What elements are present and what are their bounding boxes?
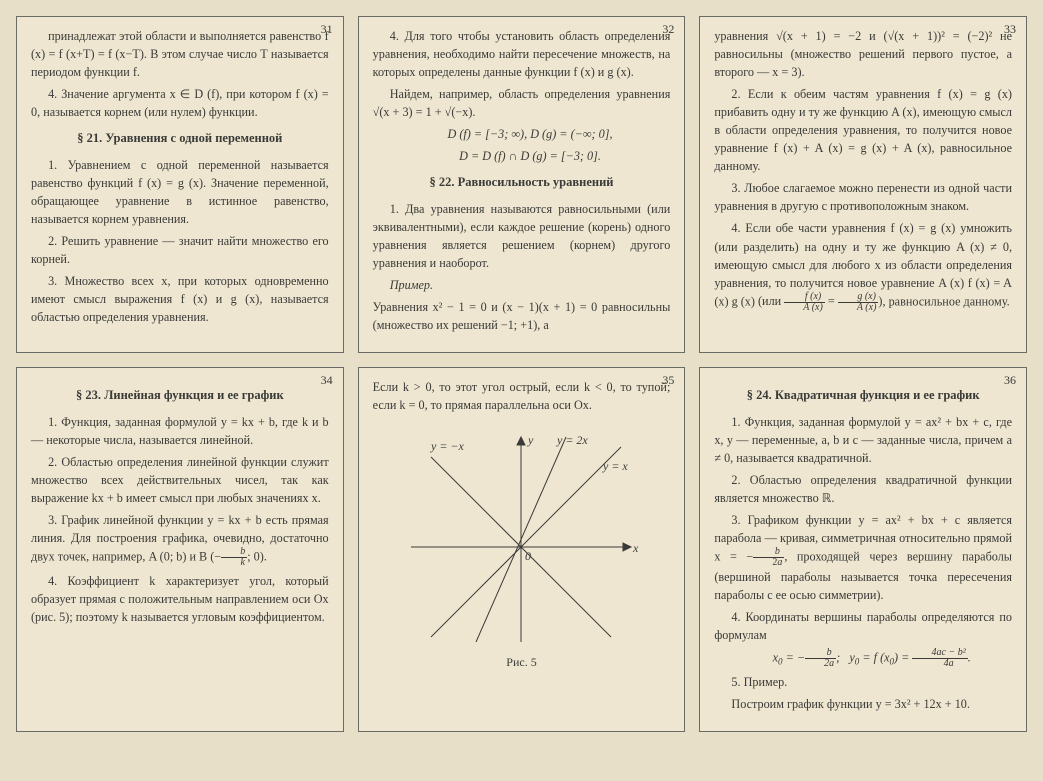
paragraph: 4. Значение аргумента x ∈ D (f), при кот…: [31, 85, 329, 121]
paragraph: Пример.: [373, 276, 671, 294]
text: 4. Значение аргумента x ∈ D (f), при кот…: [31, 87, 329, 119]
card-33: 33 уравнения √(x + 1) = −2 и (√(x + 1))²…: [699, 16, 1027, 353]
text: 1. Уравнением с одной переменной называе…: [31, 158, 329, 226]
text: уравнения √(x + 1) = −2 и (√(x + 1))² = …: [714, 29, 1012, 79]
section-heading: § 23. Линейная функция и ее график: [31, 386, 329, 405]
figure-caption: Рис. 5: [506, 654, 536, 672]
card-31: 31 принадлежат этой области и выполняетс…: [16, 16, 344, 353]
paragraph: уравнения √(x + 1) = −2 и (√(x + 1))² = …: [714, 27, 1012, 81]
text: 2. Областью определения линейной функции…: [31, 455, 329, 505]
paragraph: Если k > 0, то этот угол острый, если k …: [373, 378, 671, 414]
page-number: 34: [321, 372, 333, 390]
axis-label-x: x: [632, 541, 639, 555]
paragraph: 2. Решить уравнение — значит найти множе…: [31, 232, 329, 268]
paragraph: 1. Функция, заданная формулой y = ax² + …: [714, 413, 1012, 467]
text: принадлежат этой области и выполняется р…: [31, 29, 329, 79]
paragraph: 4. Координаты вершины параболы определяю…: [714, 608, 1012, 644]
text: , равносильное данному.: [882, 294, 1009, 308]
paragraph: 2. Областью определения линейной функции…: [31, 453, 329, 507]
paragraph: 5. Пример.: [714, 673, 1012, 691]
text: 1. Функция, заданная формулой y = kx + b…: [31, 415, 329, 447]
text: 5. Пример.: [731, 675, 787, 689]
paragraph: 3. Любое слагаемое можно перенести из од…: [714, 179, 1012, 215]
paragraph: Найдем, например, область определения ур…: [373, 85, 671, 121]
paragraph: 2. Областью определения квадратичной фун…: [714, 471, 1012, 507]
formula: D = D (f) ∩ D (g) = [−3; 0].: [373, 147, 671, 165]
text: 1. Функция, заданная формулой y = ax² + …: [714, 415, 1012, 465]
inline-formula: (или f (x)A (x) = g (x)A (x)): [758, 294, 882, 308]
paragraph: 3. Графиком функции y = ax² + bx + c явл…: [714, 511, 1012, 604]
page-number: 32: [662, 21, 674, 39]
text: Уравнения x² − 1 = 0 и (x − 1)(x + 1) = …: [373, 300, 671, 332]
text: 3. Любое слагаемое можно перенести из од…: [714, 181, 1012, 213]
origin-label: 0: [525, 549, 531, 563]
formula: D (f) = [−3; ∞), D (g) = (−∞; 0],: [373, 125, 671, 143]
paragraph: 1. Уравнением с одной переменной называе…: [31, 156, 329, 228]
text: Пример.: [390, 278, 433, 292]
line-label: y = −x: [430, 439, 465, 453]
card-36: 36 § 24. Квадратичная функция и ее графи…: [699, 367, 1027, 732]
page-grid: 31 принадлежат этой области и выполняетс…: [16, 16, 1027, 732]
card-34: 34 § 23. Линейная функция и ее график 1.…: [16, 367, 344, 732]
page-number: 36: [1004, 372, 1016, 390]
text: 3. График линейной функции y = kx + b ес…: [31, 513, 329, 563]
paragraph: 4. Если обе части уравнения f (x) = g (x…: [714, 219, 1012, 312]
section-heading: § 21. Уравнения с одной переменной: [31, 129, 329, 148]
paragraph: 3. Множество всех x, при которых одновре…: [31, 272, 329, 326]
section-heading: § 24. Квадратичная функция и ее график: [714, 386, 1012, 405]
text: 1. Два уравнения называются равносильным…: [373, 202, 671, 270]
text: ; 0).: [247, 549, 267, 563]
paragraph: Построим график функции y = 3x² + 12x + …: [714, 695, 1012, 713]
fraction: bk: [221, 547, 247, 568]
page-number: 33: [1004, 21, 1016, 39]
paragraph: 4. Для того чтобы установить область опр…: [373, 27, 671, 81]
page-number: 31: [321, 21, 333, 39]
paragraph: 4. Коэффициент k характеризует угол, кот…: [31, 572, 329, 626]
card-32: 32 4. Для того чтобы установить область …: [358, 16, 686, 353]
plot-svg: y x 0 y = −x y = 2x y = x: [391, 422, 651, 652]
paragraph: Уравнения x² − 1 = 0 и (x − 1)(x + 1) = …: [373, 298, 671, 334]
text: 2. Областью определения квадратичной фун…: [714, 473, 1012, 505]
line-label: y = 2x: [556, 433, 588, 447]
axis-label-y: y: [527, 433, 534, 447]
paragraph: 3. График линейной функции y = kx + b ес…: [31, 511, 329, 568]
line-label: y = x: [602, 459, 628, 473]
text: 4. Координаты вершины параболы определяю…: [714, 610, 1012, 642]
text: Построим график функции y = 3x² + 12x + …: [731, 697, 970, 711]
text: 4. Коэффициент k характеризует угол, кот…: [31, 574, 329, 624]
card-35: 35 Если k > 0, то этот угол острый, если…: [358, 367, 686, 732]
paragraph: 2. Если к обеим частям уравнения f (x) =…: [714, 85, 1012, 175]
fraction: b2a: [753, 547, 784, 568]
paragraph: 1. Два уравнения называются равносильным…: [373, 200, 671, 272]
text: 2. Если к обеим частям уравнения f (x) =…: [714, 87, 1012, 173]
paragraph: 1. Функция, заданная формулой y = kx + b…: [31, 413, 329, 449]
formula: x0 = −b2a; y0 = f (x0) = 4ac − b²4a.: [714, 648, 1012, 669]
paragraph: принадлежат этой области и выполняется р…: [31, 27, 329, 81]
section-heading: § 22. Равносильность уравнений: [373, 173, 671, 192]
text: Если k > 0, то этот угол острый, если k …: [373, 380, 671, 412]
text: 2. Решить уравнение — значит найти множе…: [31, 234, 329, 266]
text: 3. Множество всех x, при которых одновре…: [31, 274, 329, 324]
page-number: 35: [662, 372, 674, 390]
figure: y x 0 y = −x y = 2x y = x Рис. 5: [373, 422, 671, 672]
text: 4. Для того чтобы установить область опр…: [373, 29, 671, 79]
text: Найдем, например, область определения ур…: [373, 87, 671, 119]
